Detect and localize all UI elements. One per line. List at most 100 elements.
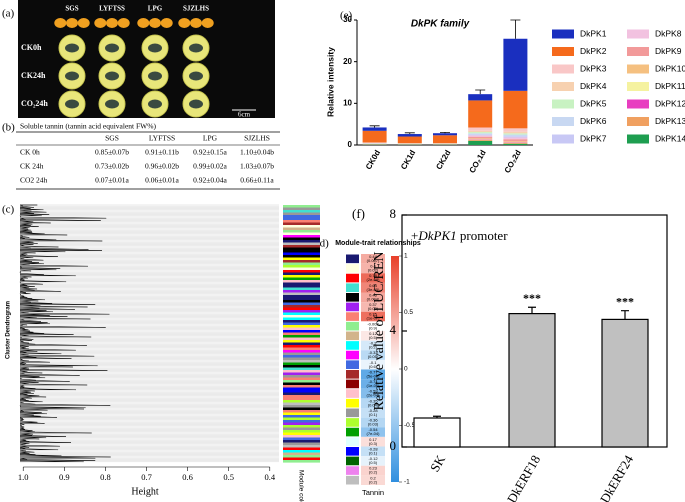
bar-segment <box>468 100 493 128</box>
module-swatch <box>346 264 359 273</box>
fruit-whole <box>77 18 90 28</box>
cell-value: 0.75 <box>369 312 378 317</box>
cell-value: -0.35 <box>368 398 378 403</box>
module-colour-stripe <box>283 440 320 443</box>
module-colour-stripe <box>283 457 320 461</box>
legend-swatch <box>627 82 649 91</box>
cell-value: -0.33 <box>368 350 378 355</box>
cell-pvalue: (0.007) <box>367 258 380 263</box>
cell-pvalue: (0.05) <box>368 354 379 359</box>
module-colour-stripe <box>283 430 320 433</box>
panel-label: (c) <box>2 204 15 216</box>
x-tick-label: CK2d <box>434 148 452 171</box>
legend-label: DkPK3 <box>580 63 607 73</box>
module-colour-stripe <box>283 215 320 218</box>
module-colour-stripe <box>283 367 320 371</box>
module-colour-stripe <box>283 382 320 386</box>
module-colour-stripe <box>283 345 320 348</box>
module-colour-stripe <box>283 247 320 251</box>
cell-value: 0.12 <box>369 331 378 336</box>
table-cell: 0.73±0.02b <box>95 162 129 171</box>
panel-label: (a) <box>2 8 15 20</box>
module-swatch <box>346 341 359 350</box>
table-cell: 0.92±0.15a <box>193 148 227 157</box>
bar-segment <box>468 140 493 145</box>
legend-swatch <box>552 47 574 56</box>
module-colour-stripe <box>283 335 320 338</box>
fruit-whole <box>94 18 107 28</box>
dendrogram-branches <box>19 204 111 463</box>
module-colour-stripe <box>283 315 320 318</box>
module-colour-stripe <box>283 455 320 458</box>
bar <box>601 318 649 448</box>
module-colour-stripe <box>283 235 320 238</box>
module-swatch <box>346 398 359 408</box>
bar-segment <box>503 143 528 145</box>
heatmap-cell <box>361 282 385 293</box>
module-colour-stripe <box>283 270 320 273</box>
y-tick-label: 0 <box>348 140 353 149</box>
legend-swatch <box>552 29 574 39</box>
scale-label: 6cm <box>238 111 251 119</box>
module-swatch <box>346 283 359 292</box>
cell-pvalue: (0.04) <box>368 402 379 407</box>
fruit-whole <box>117 18 130 28</box>
cell-value: 0.17 <box>369 437 378 442</box>
module-colour-stripe <box>283 305 320 308</box>
table-header: LPG <box>203 134 218 143</box>
module-colour-stripe <box>283 375 320 378</box>
cell-value: 0.44 <box>369 254 378 259</box>
x-tick-label: 0.9 <box>59 472 70 482</box>
color-bar <box>391 256 399 482</box>
module-colour-stripe <box>283 400 320 403</box>
fruit-core <box>65 43 79 53</box>
y-axis-title: Cluster Dendrogram <box>6 301 12 359</box>
legend-label: DkPK10 <box>655 63 685 73</box>
fruit-core <box>148 99 162 109</box>
table-cell: 0.92±0.04a <box>193 176 227 185</box>
legend-swatch <box>552 134 574 144</box>
module-colour-stripe <box>283 295 320 298</box>
cell-value: -0.28 <box>368 408 378 413</box>
photo-column-label: LYFTSS <box>99 5 125 13</box>
x-tick-label: CK1d <box>399 148 417 171</box>
module-colour-stripe <box>283 415 320 418</box>
module-swatch <box>346 389 359 398</box>
legend-label: DkPK12 <box>655 98 685 108</box>
heatmap-cell <box>361 408 385 418</box>
y-tick-label: 30 <box>343 15 352 24</box>
error-bar <box>440 131 450 134</box>
legend-label: DkPK2 <box>580 46 607 56</box>
fruit-core <box>189 43 203 53</box>
x-tick-label: DkERF24 <box>597 452 637 502</box>
module-colour-stripe <box>283 447 320 451</box>
cell-pvalue: (0.5) <box>369 335 378 340</box>
annotation: +DkPK1 promoter <box>411 228 508 243</box>
bar-segment <box>503 136 528 138</box>
table-cell: 0.96±0.02b <box>145 162 179 171</box>
error-bar <box>369 125 380 128</box>
bar-segment <box>468 94 493 101</box>
cell-pvalue: (0.6) <box>369 364 378 369</box>
fruit-whole <box>106 18 118 28</box>
module-swatch <box>346 466 359 475</box>
table-row-label: CK 24h <box>20 162 44 171</box>
module-colour-stripe <box>283 427 320 431</box>
module-colour-stripe <box>283 392 320 396</box>
heatmap-cell <box>361 311 385 322</box>
module-colour-stripe <box>283 350 320 353</box>
cell-value: -0.59 <box>368 389 378 394</box>
heatmap-cell <box>361 446 385 457</box>
module-colour-stripe <box>283 425 320 428</box>
bar <box>508 313 556 448</box>
module-colour-stripe <box>283 357 320 361</box>
cell-value: 0.23 <box>369 466 378 471</box>
module-colour-stripe <box>283 312 320 316</box>
table-header: SJZLHS <box>244 134 270 143</box>
annotation-part: DkPK1 <box>417 228 456 243</box>
fruit-core <box>148 43 162 53</box>
fruit-core <box>189 71 203 81</box>
error-bar <box>621 310 629 320</box>
module-colour-stripe <box>283 370 320 373</box>
module-colour-stripe <box>283 225 320 228</box>
